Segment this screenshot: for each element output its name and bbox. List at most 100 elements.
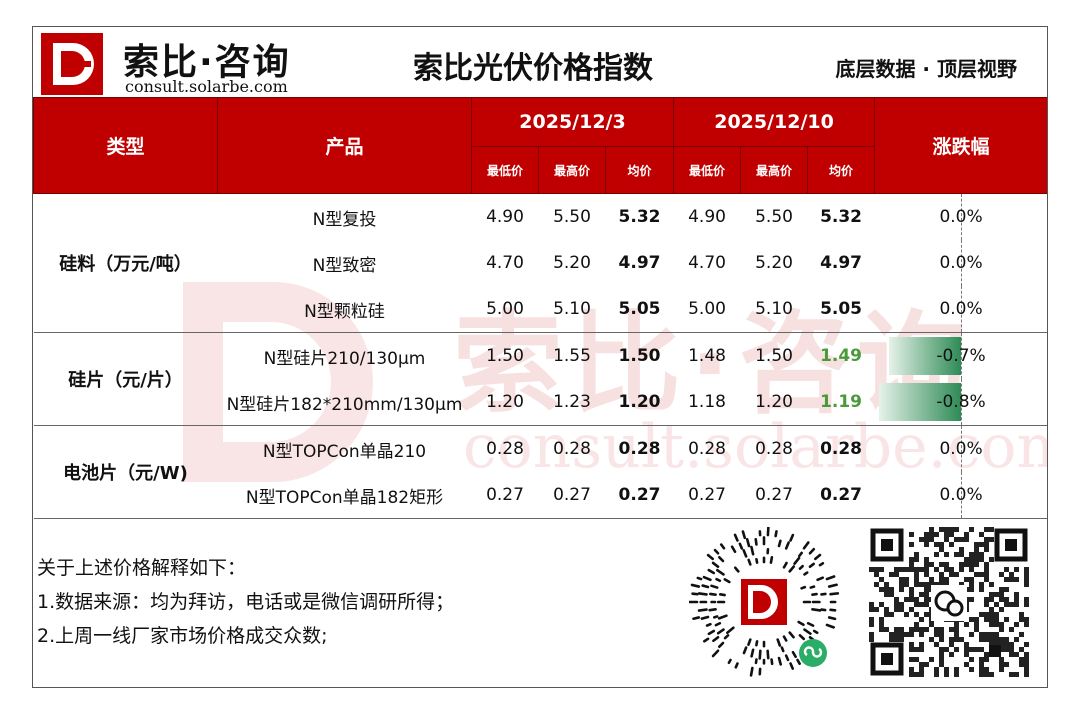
category-cell: 硅料（万元/吨）: [33, 193, 218, 333]
solarbe-d-logo-icon: [41, 33, 103, 95]
change-cell: -0.7%: [875, 333, 1047, 379]
notes: 关于上述价格解释如下： 1.数据来源：均为拜访，电话或是微信调研所得； 2.上周…: [37, 551, 454, 653]
d2-max-cell: 5.20: [755, 253, 793, 273]
change-value: 0.0%: [939, 485, 983, 505]
d2-min-cell: 4.90: [688, 207, 726, 227]
brand-logo: 索比·咨询 consult.solarbe.com: [39, 31, 299, 97]
change-value: 0.0%: [939, 207, 983, 227]
category-cell: 硅片（元/片）: [33, 332, 218, 426]
d2-avg-cell: 5.32: [820, 207, 863, 227]
d1-max-cell: 0.28: [553, 439, 591, 459]
d1-min-cell: 4.70: [486, 253, 524, 273]
report-title: 索比光伏价格指数: [413, 51, 653, 86]
d2-max-cell: 0.28: [755, 439, 793, 459]
d1-max-cell: 0.27: [538, 472, 606, 519]
change-cell: 0.0%: [875, 426, 1047, 472]
d2-min-cell: 0.28: [688, 439, 726, 459]
product-cell: N型致密: [312, 255, 377, 276]
change-cell: 0.0%: [875, 194, 1047, 240]
d1-max-cell: 1.23: [538, 379, 606, 426]
d1-max-cell: 5.50: [553, 207, 591, 227]
brand-name: 索比·咨询: [123, 42, 291, 83]
header-type: 类型: [33, 97, 218, 194]
table-row: N型致密 4.70 5.20 4.97 4.70 5.20 4.97 0.0%: [34, 240, 1048, 286]
header-date-2: 2025/12/10: [673, 97, 876, 147]
notes-heading: 关于上述价格解释如下：: [37, 557, 247, 579]
change-value: -0.8%: [936, 392, 986, 412]
category-cell: 电池片（元/W): [33, 425, 218, 519]
change-value: 0.0%: [939, 439, 983, 459]
table-row: 硅片（元/片） N型硅片210/130μm 1.50 1.55 1.50 1.4…: [33, 332, 1048, 426]
product-cell: N型复投: [312, 209, 377, 230]
wechat-qr-code-icon: [869, 527, 1029, 677]
table-row: 电池片（元/W) N型TOPCon单晶210 0.28 0.28 0.28 0.…: [33, 425, 1048, 519]
price-index-card: 索比·咨询 consult.solarbe.com 索比光伏价格指数 底层数据 …: [32, 26, 1048, 688]
product-cell: N型颗粒硅: [217, 286, 472, 333]
d1-avg-cell: 5.05: [605, 286, 674, 333]
d1-avg-cell: 4.97: [618, 253, 661, 273]
header-d2-min: 最低价: [673, 146, 742, 194]
table-row: 硅料（万元/吨） N型复投 4.90 5.50 5.32 4.90 5.50 5…: [33, 193, 1048, 333]
product-cell: N型硅片210/130μm: [263, 348, 426, 369]
d1-min-cell: 5.00: [471, 286, 539, 333]
d1-avg-cell: 0.28: [618, 439, 661, 459]
d2-min-cell: 1.18: [673, 379, 741, 426]
d2-avg-cell: 0.27: [807, 472, 875, 519]
table-row: N型硅片182*210mm/130μm 1.20 1.23 1.20 1.18 …: [34, 379, 1047, 426]
d1-avg-cell: 1.20: [605, 379, 674, 426]
d1-min-cell: 4.90: [486, 207, 524, 227]
change-bar: [888, 337, 961, 375]
note-line-1: 1.数据来源：均为拜访，电话或是微信调研所得；: [37, 591, 455, 613]
header-d2-avg: 均价: [807, 146, 876, 194]
d1-min-cell: 1.50: [486, 346, 524, 366]
d2-max-cell: 5.10: [740, 286, 808, 333]
header-product: 产品: [217, 97, 472, 194]
d1-min-cell: 1.20: [471, 379, 539, 426]
header-d1-min: 最低价: [471, 146, 539, 194]
change-value: -0.7%: [936, 346, 986, 366]
d1-max-cell: 5.20: [553, 253, 591, 273]
change-cell: 0.0%: [874, 472, 1047, 519]
change-bar: [878, 383, 961, 421]
d1-avg-cell: 5.32: [618, 207, 661, 227]
d1-min-cell: 0.27: [471, 472, 539, 519]
header-d1-avg: 均价: [604, 146, 675, 194]
table-row: N型TOPCon单晶182矩形 0.27 0.27 0.27 0.27 0.27…: [34, 472, 1047, 519]
d2-avg-cell: 0.28: [820, 439, 863, 459]
slogan: 底层数据 · 顶层视野: [835, 57, 1017, 81]
change-value: 0.0%: [939, 253, 983, 273]
d1-avg-cell: 0.27: [605, 472, 674, 519]
d1-max-cell: 5.10: [538, 286, 606, 333]
product-cell: N型TOPCon单晶210: [262, 441, 427, 462]
brand-domain: consult.solarbe.com: [125, 77, 288, 96]
change-cell: -0.8%: [874, 379, 1047, 426]
d2-min-cell: 4.70: [688, 253, 726, 273]
header-change: 涨跌幅: [874, 97, 1047, 194]
change-value: 0.0%: [939, 299, 983, 319]
d2-max-cell: 5.50: [755, 207, 793, 227]
d1-avg-cell: 1.50: [618, 346, 661, 366]
d1-min-cell: 0.28: [486, 439, 524, 459]
d2-avg-cell: 1.19: [807, 379, 875, 426]
d2-avg-cell: 5.05: [807, 286, 875, 333]
product-cell: N型硅片182*210mm/130μm: [217, 379, 472, 426]
d2-min-cell: 1.48: [688, 346, 726, 366]
d2-max-cell: 1.50: [755, 346, 793, 366]
d2-max-cell: 1.20: [740, 379, 808, 426]
d2-max-cell: 0.27: [740, 472, 808, 519]
wechat-miniprogram-qr-icon: [689, 527, 839, 677]
change-cell: 0.0%: [875, 240, 1047, 286]
price-table: 类型 产品 2025/12/3 2025/12/10 涨跌幅 最低价 最高价 均…: [33, 97, 1048, 519]
note-line-2: 2.上周一线厂家市场价格成交众数;: [37, 625, 328, 647]
change-cell: 0.0%: [874, 286, 1047, 333]
header-date-1: 2025/12/3: [470, 97, 675, 147]
header-d2-max: 最高价: [740, 146, 809, 194]
header-d1-max: 最高价: [538, 146, 606, 194]
d2-avg-cell: 4.97: [820, 253, 863, 273]
d1-max-cell: 1.55: [553, 346, 591, 366]
d2-min-cell: 0.27: [673, 472, 741, 519]
d2-avg-cell: 1.49: [820, 346, 863, 366]
d2-min-cell: 5.00: [673, 286, 741, 333]
product-cell: N型TOPCon单晶182矩形: [217, 472, 472, 519]
table-row: N型颗粒硅 5.00 5.10 5.05 5.00 5.10 5.05 0.0%: [34, 286, 1047, 333]
